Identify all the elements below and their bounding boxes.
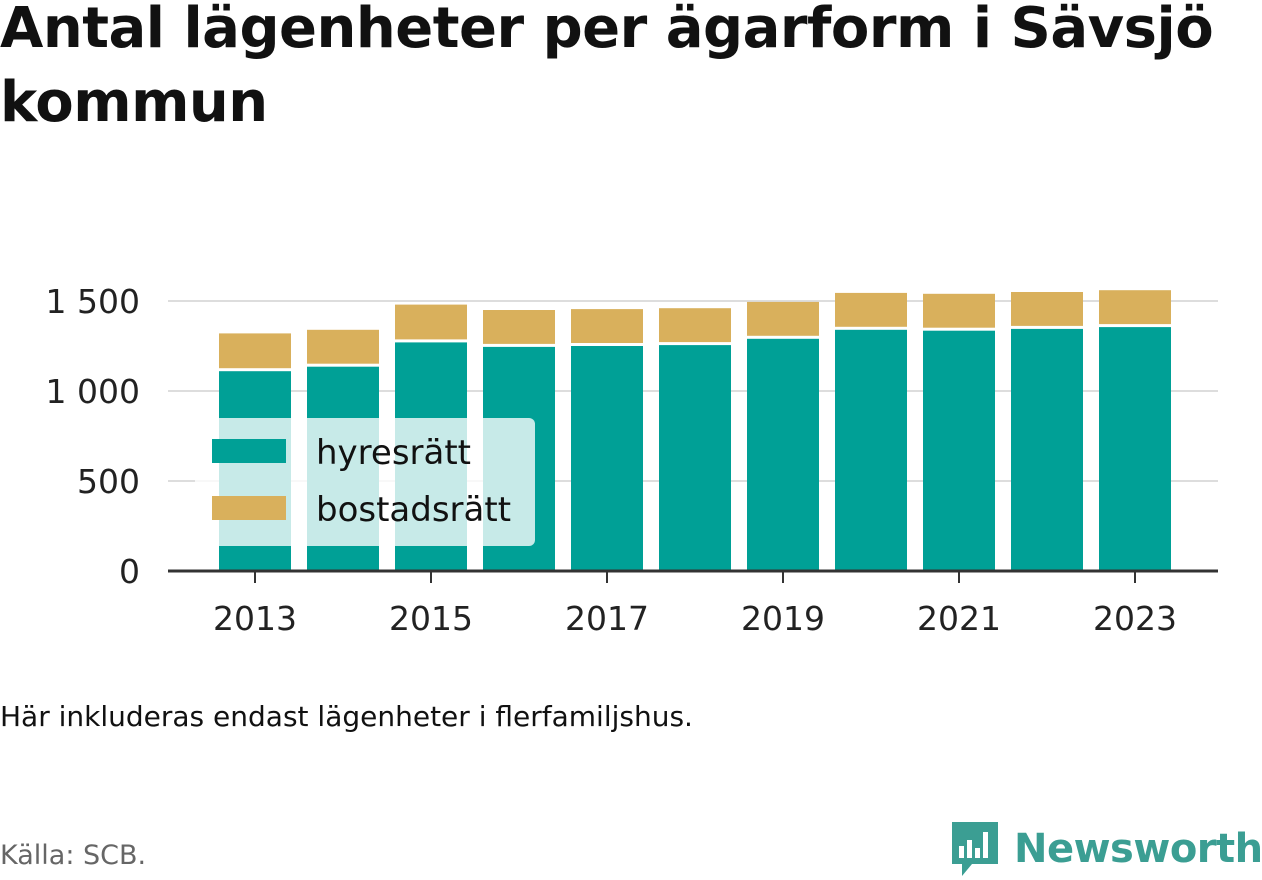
bar-hyresratt-2023 xyxy=(1099,327,1171,571)
legend-label-bostadsratt: bostadsrätt xyxy=(316,490,511,530)
bar-bostadsratt-2020 xyxy=(835,292,907,327)
chart-note: Här inkluderas endast lägenheter i flerf… xyxy=(0,700,693,733)
bar-bostadsratt-2021 xyxy=(923,293,995,328)
bar-bostadsratt-2014 xyxy=(307,329,379,364)
bar-hyresratt-2021 xyxy=(923,330,995,571)
bar-hyresratt-2020 xyxy=(835,329,907,571)
bar-hyresratt-2022 xyxy=(1011,328,1083,571)
bar-bostadsratt-2017 xyxy=(571,309,643,343)
y-tick-label: 0 xyxy=(119,552,140,591)
x-tick-label: 2023 xyxy=(1093,599,1177,638)
x-tick-label: 2015 xyxy=(389,599,473,638)
legend: hyresrätt bostadsrätt xyxy=(195,418,535,546)
bar-bostadsratt-2019 xyxy=(747,301,819,336)
x-tick-label: 2021 xyxy=(917,599,1001,638)
bar-bostadsratt-2015 xyxy=(395,304,467,340)
bar-bostadsratt-2023 xyxy=(1099,290,1171,325)
y-tick-label: 1 500 xyxy=(46,282,140,321)
legend-swatch-hyresratt xyxy=(212,439,286,463)
y-tick-label: 1 000 xyxy=(46,372,140,411)
bar-bostadsratt-2016 xyxy=(483,310,555,344)
y-axis: 0 500 1 000 1 500 xyxy=(46,282,140,591)
x-tick-label: 2013 xyxy=(213,599,297,638)
chart-title: Antal lägenheter per ägarform i Sävsjö k… xyxy=(0,0,1214,135)
y-tick-label: 500 xyxy=(77,462,140,501)
x-axis: 2013 2015 2017 2019 2021 2023 xyxy=(168,569,1218,638)
legend-label-hyresratt: hyresrätt xyxy=(316,433,471,473)
newsworthy-logo-text: Newsworthy xyxy=(1014,826,1262,872)
x-tick-label: 2019 xyxy=(741,599,825,638)
bar-hyresratt-2019 xyxy=(747,338,819,571)
bar-bostadsratt-2022 xyxy=(1011,292,1083,326)
newsworthy-logo: Newsworthy xyxy=(950,818,1262,880)
legend-swatch-bostadsratt xyxy=(212,496,286,520)
x-tick-label: 2017 xyxy=(565,599,649,638)
bar-bostadsratt-2018 xyxy=(659,308,731,343)
bar-bostadsratt-2013 xyxy=(219,333,291,369)
newsworthy-logo-icon xyxy=(952,822,998,876)
source-text: Källa: SCB. xyxy=(0,840,147,871)
bar-hyresratt-2018 xyxy=(659,345,731,571)
bar-hyresratt-2017 xyxy=(571,346,643,571)
